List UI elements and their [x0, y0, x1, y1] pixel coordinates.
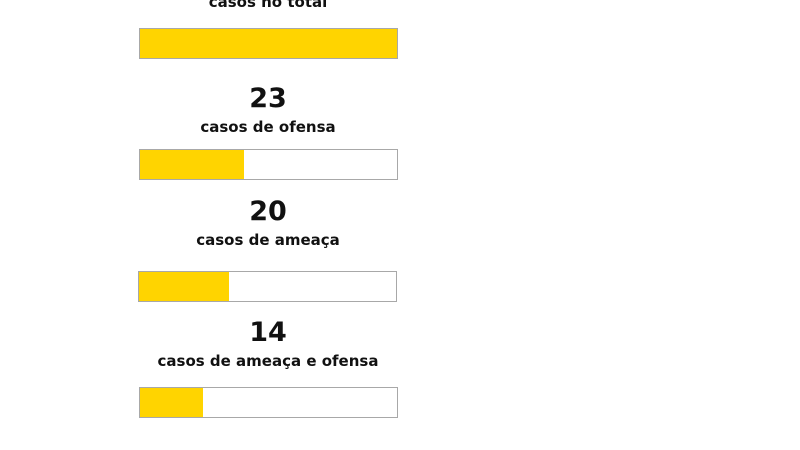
bar-fill-ameaca-ofensa — [140, 388, 203, 417]
value-label-ofensa: 23 — [249, 83, 287, 114]
caption-ameaca-ofensa: casos de ameaça e ofensa — [157, 352, 379, 370]
bar-track-ameaca — [138, 271, 397, 302]
bar-fill-total — [140, 29, 397, 58]
caption-total: casos no total — [208, 0, 328, 11]
value-label-ameaca-ofensa: 14 — [249, 317, 287, 348]
bar-track-ameaca-ofensa — [139, 387, 398, 418]
caption-ameaca: casos de ameaça — [196, 231, 340, 249]
bar-track-ofensa — [139, 149, 398, 180]
value-label-ameaca: 20 — [249, 196, 287, 227]
bar-track-total — [139, 28, 398, 59]
caption-ofensa: casos de ofensa — [200, 118, 336, 136]
bar-fill-ofensa — [140, 150, 244, 179]
bar-fill-ameaca — [139, 272, 229, 301]
